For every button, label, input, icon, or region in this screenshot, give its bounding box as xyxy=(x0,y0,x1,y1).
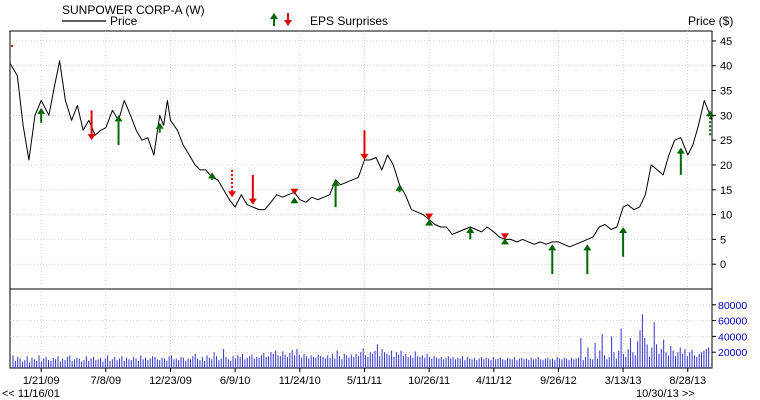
eps-up-arrow-icon xyxy=(114,115,123,146)
eps-down-arrow-icon xyxy=(500,233,509,240)
eps-up-arrow-icon xyxy=(425,219,434,226)
volume-axis: 20000 40000 60000 80000 xyxy=(712,300,747,359)
price-tick-label: 25 xyxy=(720,135,732,147)
date-tick-label: 4/11/12 xyxy=(476,375,512,387)
eps-up-arrow-icon xyxy=(619,226,628,257)
date-tick-label: 11/24/10 xyxy=(279,375,321,387)
range-end-link[interactable]: 10/30/13 >> xyxy=(636,388,695,400)
eps-arrow-head xyxy=(500,233,509,240)
date-tick-label: 7/8/09 xyxy=(91,375,122,387)
eps-up-arrow-icon xyxy=(290,197,299,204)
price-tick-label: 10 xyxy=(720,210,732,222)
range-start-link[interactable]: << 11/16/01 xyxy=(2,388,60,400)
eps-arrow-head xyxy=(583,244,592,251)
price-tick-label: 40 xyxy=(720,61,732,73)
eps-up-arrow-icon xyxy=(155,122,164,133)
legend-eps-down-arrow-icon xyxy=(284,13,292,26)
eps-up-arrow-icon xyxy=(466,226,475,240)
eps-down-arrow-icon xyxy=(87,110,96,141)
eps-arrow-head xyxy=(619,226,628,233)
legend-eps-label: EPS Surprises xyxy=(310,14,388,28)
eps-arrow-head xyxy=(548,244,557,251)
price-tick-label: 45 xyxy=(720,36,732,48)
eps-arrow-head xyxy=(155,122,164,129)
eps-arrow-head xyxy=(425,213,434,220)
price-series xyxy=(9,45,713,248)
price-start-marker xyxy=(11,45,13,47)
eps-down-arrow-icon xyxy=(228,169,237,198)
eps-arrow-head xyxy=(228,191,237,198)
date-tick-label: 6/9/10 xyxy=(220,375,251,387)
eps-down-arrow-icon xyxy=(290,188,299,195)
eps-up-arrow-icon xyxy=(395,184,404,193)
eps-arrow-head xyxy=(360,154,369,160)
date-tick-label: 8/28/13 xyxy=(669,375,706,387)
eps-arrow-head xyxy=(331,179,340,186)
eps-up-arrow-icon xyxy=(331,179,340,208)
date-tick-label: 12/23/09 xyxy=(149,375,192,387)
eps-arrow-head xyxy=(208,172,217,179)
volume-tick-label: 60000 xyxy=(718,316,747,328)
price-tick-label: 15 xyxy=(720,185,732,197)
eps-up-arrow-icon xyxy=(208,172,217,180)
volume-tick-label: 20000 xyxy=(718,347,747,359)
price-tick-label: 20 xyxy=(720,160,732,172)
date-tick-label: 1/21/09 xyxy=(23,375,60,387)
price-tick-label: 35 xyxy=(720,86,732,98)
eps-arrow-head xyxy=(425,219,434,226)
eps-up-arrow-icon xyxy=(676,147,685,175)
date-tick-label: 5/11/11 xyxy=(347,375,382,387)
eps-arrow-head xyxy=(466,226,475,233)
date-tick-label: 3/13/13 xyxy=(605,375,642,387)
eps-arrow-head xyxy=(290,197,299,204)
eps-arrow-head xyxy=(87,134,96,141)
eps-arrow-head xyxy=(248,198,257,205)
eps-down-arrow-icon xyxy=(425,213,434,220)
chart-title: SUNPOWER CORP-A (W) xyxy=(62,3,205,17)
price-axis-label: Price ($) xyxy=(688,14,733,28)
eps-up-arrow-icon xyxy=(500,238,509,245)
eps-up-arrow-icon xyxy=(37,107,46,123)
price-tick-label: 5 xyxy=(720,234,726,246)
eps-arrow-head xyxy=(676,147,685,154)
eps-up-arrow-icon xyxy=(548,244,557,275)
price-tick-label: 30 xyxy=(720,110,732,122)
price-line xyxy=(9,60,713,248)
eps-arrow-head xyxy=(500,238,509,245)
eps-down-arrow-icon xyxy=(248,174,257,205)
eps-arrow-head xyxy=(290,188,299,195)
volume-tick-label: 80000 xyxy=(718,300,747,312)
legend-eps-up-arrow-icon xyxy=(270,13,278,26)
eps-arrow-head xyxy=(37,107,46,114)
volume-tick-label: 40000 xyxy=(718,331,747,343)
eps-down-arrow-icon xyxy=(360,130,369,160)
date-tick-label: 9/26/12 xyxy=(540,375,577,387)
price-axis: 0 5 10 15 20 25 30 35 40 45 xyxy=(712,36,732,271)
date-tick-label: 10/26/11 xyxy=(408,375,450,387)
date-axis: 1/21/09 7/8/09 12/23/09 6/9/10 11/24/10 5/11/… xyxy=(23,368,706,387)
volume-bars xyxy=(12,314,710,368)
eps-arrow-head xyxy=(114,115,123,122)
eps-arrow-head xyxy=(395,184,404,191)
price-tick-label: 0 xyxy=(720,259,726,271)
legend-price-label: Price xyxy=(110,14,138,28)
eps-up-arrow-icon xyxy=(583,244,592,275)
